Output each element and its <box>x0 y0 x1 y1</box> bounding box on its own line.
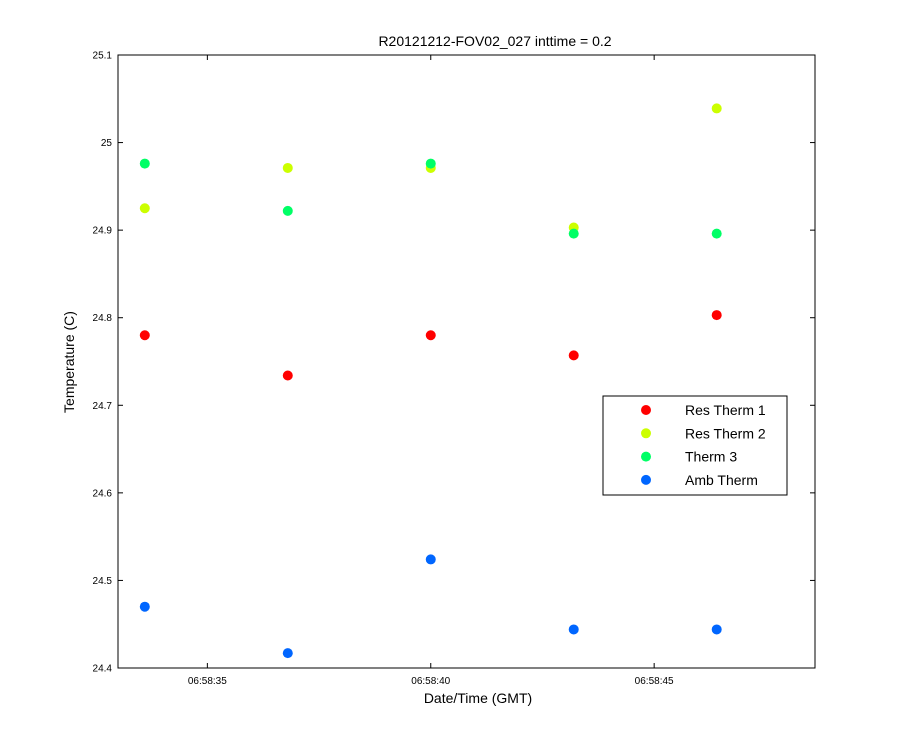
data-point <box>568 228 579 239</box>
data-point <box>568 350 579 361</box>
legend-label: Therm 3 <box>685 449 737 465</box>
x-tick-label: 06:58:35 <box>188 676 227 687</box>
data-point <box>568 624 579 635</box>
legend-marker <box>641 428 651 439</box>
data-point <box>139 330 150 341</box>
legend-marker <box>641 405 651 415</box>
x-tick-label: 06:58:45 <box>635 676 674 687</box>
data-point <box>139 203 150 214</box>
y-tick-label: 25.1 <box>93 51 113 62</box>
y-tick-label: 24.5 <box>93 576 113 587</box>
data-points <box>139 103 722 659</box>
legend-label: Res Therm 2 <box>685 425 766 441</box>
legend-label: Amb Therm <box>685 472 758 488</box>
y-tick-label: 24.7 <box>93 401 113 412</box>
data-point <box>282 648 293 659</box>
data-point <box>282 162 293 173</box>
x-tick-label: 06:58:40 <box>411 676 450 687</box>
data-point <box>139 158 150 169</box>
data-point <box>425 330 436 341</box>
legend-box <box>602 395 788 496</box>
legend-label: Res Therm 1 <box>685 402 766 418</box>
legend-marker <box>641 474 651 485</box>
data-point <box>425 554 436 565</box>
data-point <box>425 158 436 169</box>
legend: Res Therm 1 Res Therm 2 Therm 3 Amb Therm <box>602 395 788 496</box>
data-point <box>711 228 722 239</box>
x-axis-label: Date/Time (GMT) <box>424 690 532 706</box>
data-point <box>711 624 722 635</box>
data-point <box>282 205 293 216</box>
chart-title: R20121212-FOV02_027 inttime = 0.2 <box>378 33 611 49</box>
y-tick-label: 24.4 <box>93 664 113 675</box>
y-tick-label: 25 <box>101 138 113 149</box>
y-tick-label: 24.8 <box>93 313 113 324</box>
x-axis: 06:58:35 06:58:40 06:58:45 <box>188 55 674 687</box>
legend-marker <box>641 451 651 462</box>
y-axis-label: Temperature (C) <box>61 311 77 413</box>
data-point <box>139 601 150 612</box>
plot-frame <box>117 54 816 669</box>
y-tick-label: 24.9 <box>93 226 113 237</box>
plot-area <box>117 54 816 669</box>
data-point <box>282 370 293 381</box>
y-axis: 24.4 24.5 24.6 24.7 24.8 24.9 25 25.1 <box>93 51 815 675</box>
data-point <box>711 103 722 114</box>
y-tick-label: 24.6 <box>93 488 113 499</box>
data-point <box>711 310 722 321</box>
